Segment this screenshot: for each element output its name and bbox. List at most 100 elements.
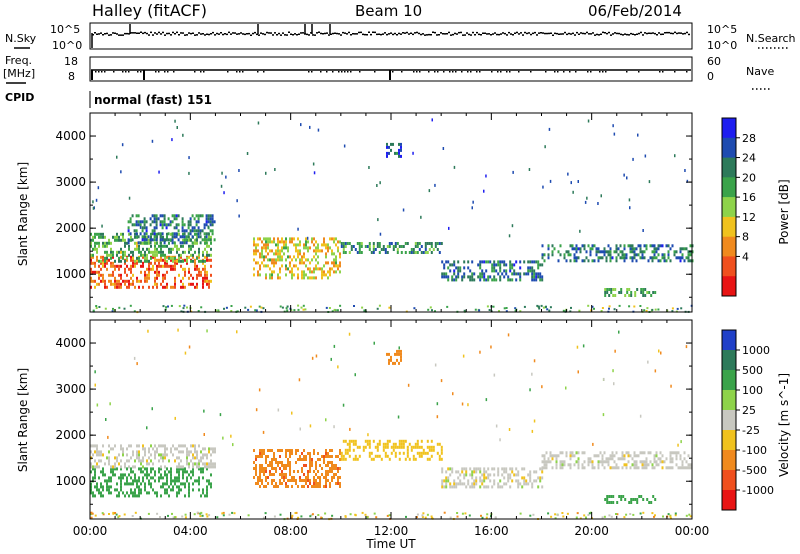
data-cell <box>400 355 402 359</box>
noise-point <box>128 33 130 35</box>
data-cell <box>172 259 174 263</box>
data-cell <box>561 466 564 470</box>
data-cell <box>192 473 194 477</box>
data-cell <box>388 242 391 245</box>
data-cell <box>176 467 178 471</box>
data-cell <box>271 467 273 470</box>
data-cell <box>90 258 92 262</box>
data-cell <box>309 479 311 482</box>
data-cell <box>485 470 488 474</box>
data-cell <box>340 457 343 461</box>
scatter-cell <box>285 307 288 310</box>
sparse-cell <box>120 170 122 174</box>
data-cell <box>410 448 413 452</box>
noise-point <box>614 32 616 34</box>
data-cell <box>172 247 174 251</box>
data-cell <box>501 272 504 276</box>
data-cell <box>378 454 381 458</box>
nave-point <box>242 71 244 73</box>
data-cell <box>595 454 598 458</box>
sparse-cell <box>577 180 579 183</box>
scatter-cell <box>643 309 646 312</box>
data-cell <box>400 142 402 146</box>
data-cell <box>453 485 456 489</box>
scatter-cell <box>554 513 557 516</box>
data-cell <box>112 270 114 274</box>
data-cell <box>174 476 176 480</box>
data-cell <box>583 466 586 470</box>
data-cell <box>190 282 192 286</box>
noise-point <box>650 32 652 35</box>
data-cell <box>267 246 269 250</box>
data-cell <box>144 482 146 486</box>
data-cell <box>186 462 188 466</box>
data-cell <box>267 252 269 256</box>
data-cell <box>188 247 190 251</box>
data-cell <box>186 470 188 474</box>
noise-point <box>648 32 650 34</box>
data-cell <box>291 485 293 488</box>
data-cell <box>511 266 514 270</box>
data-cell <box>116 488 118 492</box>
data-cell <box>342 454 345 458</box>
data-cell <box>675 454 678 458</box>
sparse-cell <box>512 170 514 174</box>
data-cell <box>265 467 267 470</box>
data-cell <box>167 217 170 221</box>
scatter-cell <box>90 511 93 514</box>
data-cell <box>491 278 494 282</box>
data-cell <box>420 251 423 254</box>
nave-point <box>125 71 127 73</box>
data-cell <box>273 270 275 274</box>
data-cell <box>204 255 206 259</box>
nave-point <box>263 71 265 73</box>
data-cell <box>180 259 182 263</box>
data-cell <box>386 442 389 446</box>
data-cell <box>479 266 482 270</box>
data-cell <box>94 459 96 463</box>
data-cell <box>189 229 192 233</box>
noise-point <box>320 32 322 35</box>
data-cell <box>327 249 329 253</box>
noise-tick-right-low: 10^0 <box>707 39 737 52</box>
scatter-cell <box>413 307 416 310</box>
data-cell <box>327 270 329 274</box>
data-cell <box>144 250 146 254</box>
data-cell <box>321 273 323 277</box>
sparse-cell <box>629 206 631 210</box>
sparse-cell <box>412 151 414 155</box>
data-cell <box>161 226 164 230</box>
scatter-cell <box>230 310 233 312</box>
noise-point <box>352 33 354 35</box>
sparse-cell <box>337 365 339 369</box>
data-cell <box>120 232 122 236</box>
data-cell <box>493 278 496 282</box>
data-cell <box>94 270 96 274</box>
scatter-cell <box>95 305 98 307</box>
sparse-cell <box>647 360 649 364</box>
data-cell <box>617 253 620 257</box>
data-cell <box>150 470 152 474</box>
data-cell <box>671 451 674 455</box>
data-cell <box>106 479 108 483</box>
data-cell <box>178 273 180 277</box>
sparse-cell <box>174 119 176 123</box>
data-cell <box>404 439 407 443</box>
noise-point <box>644 32 646 34</box>
data-cell <box>661 256 664 260</box>
data-cell <box>90 465 92 469</box>
scatter-cell <box>231 511 234 514</box>
data-cell <box>96 482 98 486</box>
ytick-label: 3000 <box>55 175 86 189</box>
data-cell <box>122 238 124 242</box>
data-cell <box>96 453 98 457</box>
data-cell <box>160 282 162 286</box>
data-cell <box>463 266 466 270</box>
data-cell <box>141 220 144 224</box>
noise-point <box>466 32 468 34</box>
data-cell <box>473 278 476 282</box>
data-cell <box>633 454 636 458</box>
data-cell <box>346 442 349 446</box>
data-cell <box>414 445 417 449</box>
data-cell <box>529 266 532 270</box>
